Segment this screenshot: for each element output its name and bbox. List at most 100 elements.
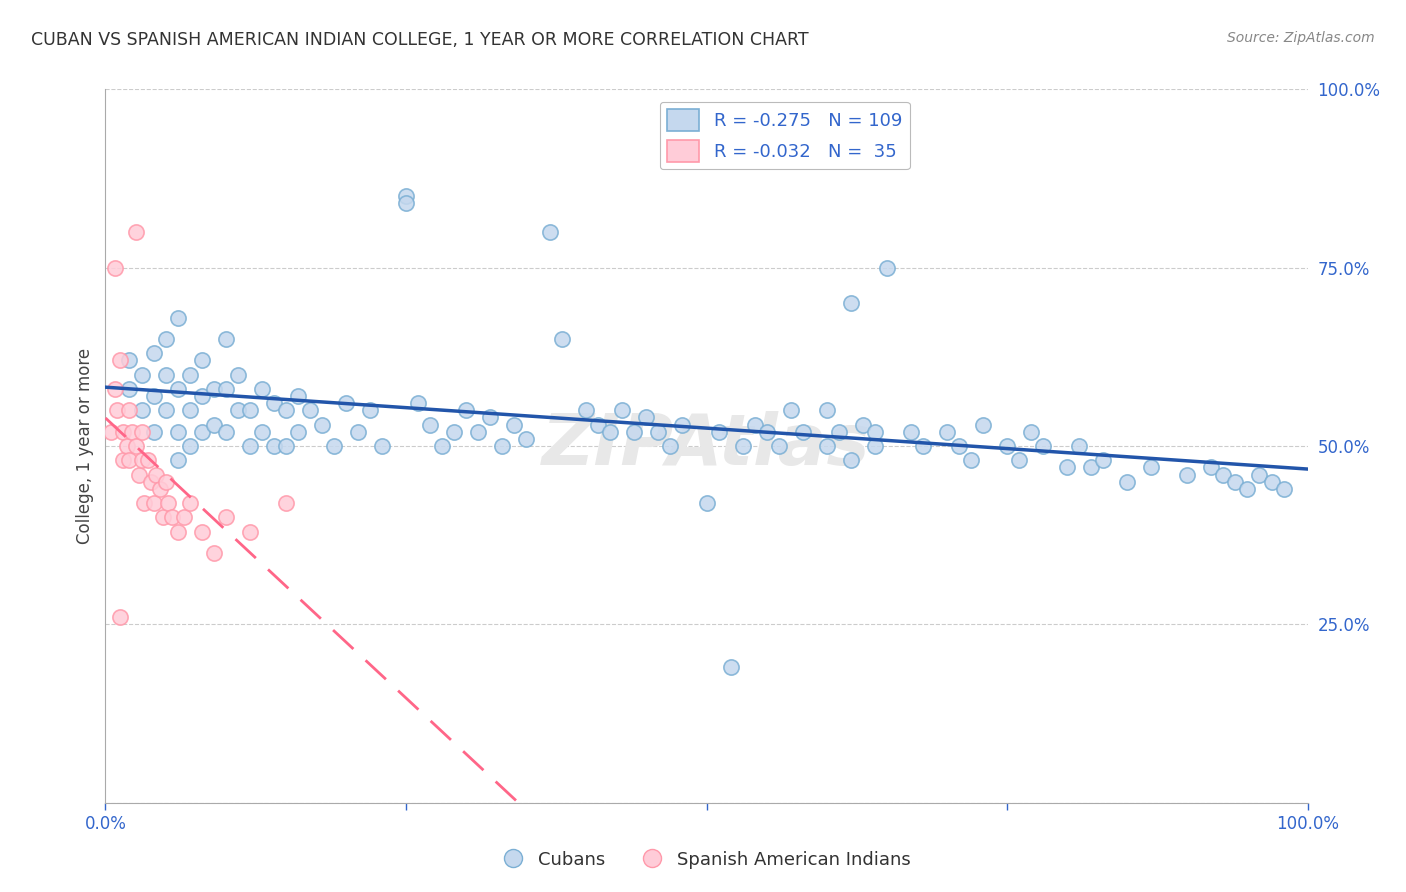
Point	[145, 467, 167, 482]
Point	[179, 403, 201, 417]
Point	[467, 425, 489, 439]
Point	[166, 382, 188, 396]
Point	[131, 403, 153, 417]
Point	[828, 425, 851, 439]
Point	[214, 425, 236, 439]
Point	[239, 524, 262, 539]
Point	[104, 382, 127, 396]
Point	[479, 410, 502, 425]
Point	[148, 482, 170, 496]
Point	[1056, 460, 1078, 475]
Point	[179, 496, 201, 510]
Point	[214, 332, 236, 346]
Point	[298, 403, 321, 417]
Y-axis label: College, 1 year or more: College, 1 year or more	[76, 348, 94, 544]
Point	[430, 439, 453, 453]
Point	[139, 475, 162, 489]
Point	[623, 425, 645, 439]
Point	[118, 403, 141, 417]
Point	[936, 425, 959, 439]
Point	[731, 439, 754, 453]
Point	[100, 425, 122, 439]
Point	[1175, 467, 1198, 482]
Point	[190, 524, 212, 539]
Point	[395, 196, 418, 211]
Point	[1225, 475, 1247, 489]
Point	[311, 417, 333, 432]
Point	[131, 368, 153, 382]
Point	[124, 439, 146, 453]
Point	[287, 425, 309, 439]
Point	[671, 417, 693, 432]
Point	[1260, 475, 1282, 489]
Point	[124, 225, 146, 239]
Point	[155, 403, 177, 417]
Point	[659, 439, 682, 453]
Point	[503, 417, 526, 432]
Point	[142, 389, 165, 403]
Point	[155, 368, 177, 382]
Point	[104, 260, 127, 275]
Point	[112, 453, 135, 467]
Point	[274, 439, 297, 453]
Point	[612, 403, 634, 417]
Point	[128, 467, 150, 482]
Text: ZIPAtlas: ZIPAtlas	[543, 411, 870, 481]
Point	[118, 453, 141, 467]
Point	[112, 425, 135, 439]
Point	[995, 439, 1018, 453]
Point	[131, 425, 153, 439]
Point	[599, 425, 621, 439]
Point	[152, 510, 174, 524]
Point	[876, 260, 898, 275]
Point	[121, 425, 143, 439]
Point	[156, 496, 179, 510]
Point	[142, 496, 165, 510]
Point	[588, 417, 610, 432]
Point	[779, 403, 801, 417]
Point	[190, 353, 212, 368]
Point	[696, 496, 718, 510]
Point	[274, 403, 297, 417]
Point	[108, 610, 131, 624]
Point	[538, 225, 561, 239]
Point	[250, 382, 273, 396]
Point	[1272, 482, 1295, 496]
Point	[491, 439, 513, 453]
Point	[287, 389, 309, 403]
Point	[768, 439, 790, 453]
Point	[190, 389, 212, 403]
Point	[454, 403, 477, 417]
Point	[1236, 482, 1258, 496]
Point	[852, 417, 875, 432]
Point	[239, 403, 262, 417]
Point	[1080, 460, 1102, 475]
Point	[371, 439, 394, 453]
Point	[322, 439, 344, 453]
Point	[960, 453, 983, 467]
Point	[707, 425, 730, 439]
Point	[202, 382, 225, 396]
Point	[1019, 425, 1042, 439]
Point	[406, 396, 429, 410]
Point	[166, 310, 188, 325]
Point	[166, 453, 188, 467]
Point	[900, 425, 922, 439]
Point	[226, 368, 249, 382]
Point	[720, 660, 742, 674]
Point	[551, 332, 574, 346]
Legend: Cubans, Spanish American Indians: Cubans, Spanish American Indians	[495, 844, 918, 876]
Point	[1116, 475, 1139, 489]
Point	[239, 439, 262, 453]
Point	[755, 425, 778, 439]
Point	[155, 332, 177, 346]
Point	[132, 496, 155, 510]
Point	[863, 425, 886, 439]
Point	[118, 353, 141, 368]
Point	[972, 417, 994, 432]
Point	[179, 368, 201, 382]
Point	[575, 403, 598, 417]
Point	[1008, 453, 1031, 467]
Point	[190, 425, 212, 439]
Point	[202, 546, 225, 560]
